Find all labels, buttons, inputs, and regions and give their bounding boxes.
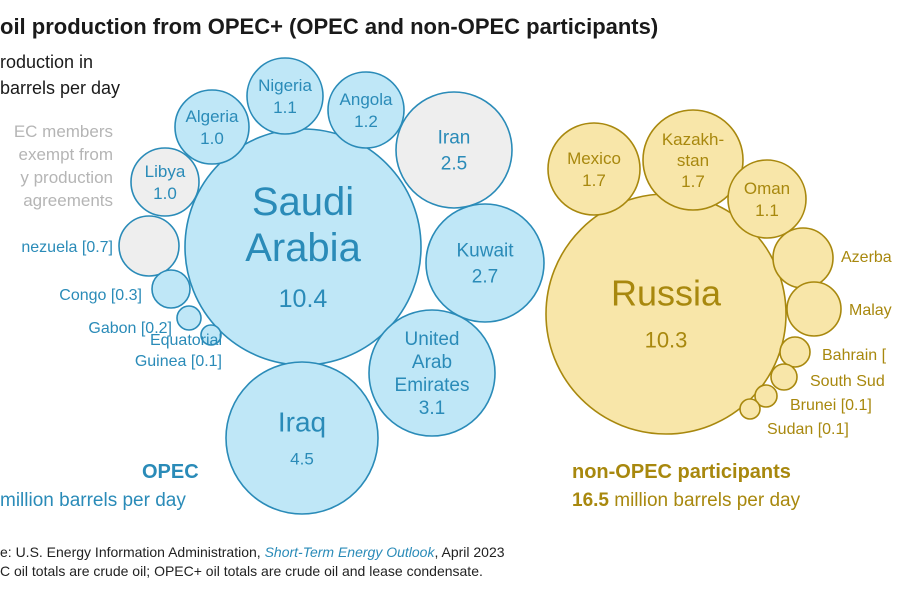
opec-group-label: OPEC	[142, 461, 199, 483]
label-algeria-line-1: Algeria	[186, 107, 239, 126]
source-prefix: e: U.S. Energy Information Administratio…	[0, 544, 265, 560]
bubble-oman	[727, 159, 807, 239]
label-united-arab-emirates-line-2: Arab	[412, 352, 452, 373]
label-malaysia-line-1: Malay	[849, 302, 892, 319]
value-united-arab-emirates: 3.1	[419, 398, 445, 419]
nonopec-group-label: non-OPEC participants	[572, 461, 791, 483]
chart-subtitle-line-1: roduction in	[0, 52, 94, 72]
bubble-bahrain	[779, 336, 811, 368]
bubble-angola	[327, 71, 405, 149]
bubble-iraq	[225, 361, 379, 515]
label-kuwait-line-1: Kuwait	[456, 241, 514, 262]
label-bahrain-line-1: Bahrain [	[822, 347, 887, 364]
label-united-arab-emirates-line-1: United	[405, 329, 460, 350]
nonopec-total-value: 16.5	[572, 490, 609, 511]
nonopec-group-total: 16.5 million barrels per day	[572, 490, 800, 512]
label-iran-line-1: Iran	[438, 128, 471, 149]
source-suffix: , April 2023	[434, 544, 505, 560]
label-kazakhstan-line-1: Kazakh-	[662, 130, 724, 149]
label-venezuela-line-1: nezuela [0.7]	[21, 239, 113, 256]
label-congo-line-1: Congo [0.3]	[59, 287, 142, 304]
source-report-link[interactable]: Short-Term Energy Outlook	[264, 544, 435, 560]
bubble-nigeria	[246, 57, 324, 135]
exempt-note-line-1: EC members	[13, 122, 113, 141]
label-south-sudan-line-1: South Sud	[810, 373, 885, 390]
label-russia-line-1: Russia	[611, 273, 722, 314]
bubble-sudan	[739, 398, 761, 420]
value-libya: 1.0	[153, 184, 177, 203]
bubble-venezuela	[118, 215, 180, 277]
label-nigeria-line-1: Nigeria	[258, 76, 312, 95]
exempt-note-line-3: y production	[20, 168, 113, 187]
bubble-libya	[130, 147, 200, 217]
chart-subtitle-line-2: barrels per day	[0, 78, 121, 98]
exempt-note-line-4: agreements	[23, 191, 113, 210]
bubble-brunei	[754, 384, 778, 408]
source-note: e: U.S. Energy Information Administratio…	[0, 544, 505, 560]
value-algeria: 1.0	[200, 129, 224, 148]
value-iraq: 4.5	[290, 449, 314, 468]
label-saudi-arabia-line-1: Saudi	[252, 180, 354, 224]
label-gabon-line-1: Gabon [0.2]	[88, 320, 172, 337]
label-united-arab-emirates-line-3: Emirates	[395, 375, 470, 396]
value-saudi-arabia: 10.4	[279, 285, 328, 313]
bubble-united-arab-emirates	[368, 309, 496, 437]
label-mexico-line-1: Mexico	[567, 149, 621, 168]
bubble-azerbaijan	[772, 227, 834, 289]
value-nigeria: 1.1	[273, 98, 297, 117]
bubble-equatorial-guinea	[200, 324, 222, 346]
label-brunei-line-1: Brunei [0.1]	[790, 397, 872, 414]
opec-group-total: million barrels per day	[0, 490, 186, 511]
bubble-iran	[395, 91, 513, 209]
label-angola-line-1: Angola	[340, 90, 393, 109]
footnote: C oil totals are crude oil; OPEC+ oil to…	[0, 563, 483, 579]
label-libya-line-1: Libya	[145, 162, 186, 181]
value-kazakhstan: 1.7	[681, 172, 705, 191]
bubble-algeria	[174, 89, 250, 165]
label-kazakhstan-line-2: stan	[677, 151, 709, 170]
value-russia: 10.3	[645, 328, 688, 353]
value-oman: 1.1	[755, 201, 779, 220]
value-mexico: 1.7	[582, 171, 606, 190]
label-equatorial-guinea-line-1: Equatorial	[150, 332, 222, 349]
bubble-mexico	[547, 122, 641, 216]
chart-title: oil production from OPEC+ (OPEC and non-…	[0, 14, 659, 39]
value-kuwait: 2.7	[472, 267, 498, 288]
exempt-note-line-2: exempt from	[18, 145, 113, 164]
label-equatorial-guinea-line-2: Guinea [0.1]	[135, 353, 222, 370]
bubble-malaysia	[786, 281, 842, 337]
nonopec-total-text: million barrels per day	[608, 490, 801, 511]
value-angola: 1.2	[354, 112, 378, 131]
label-iraq-line-1: Iraq	[278, 406, 326, 437]
label-saudi-arabia-line-2: Arabia	[245, 226, 361, 270]
bubble-gabon	[176, 305, 202, 331]
label-oman-line-1: Oman	[744, 179, 790, 198]
bubble-kuwait	[425, 203, 545, 323]
bubble-congo	[151, 269, 191, 309]
label-azerbaijan-line-1: Azerba	[841, 249, 892, 266]
bubble-south-sudan	[770, 363, 798, 391]
bubble-kazakhstan	[642, 109, 744, 211]
value-iran: 2.5	[441, 154, 467, 175]
label-sudan-line-1: Sudan [0.1]	[767, 421, 849, 438]
